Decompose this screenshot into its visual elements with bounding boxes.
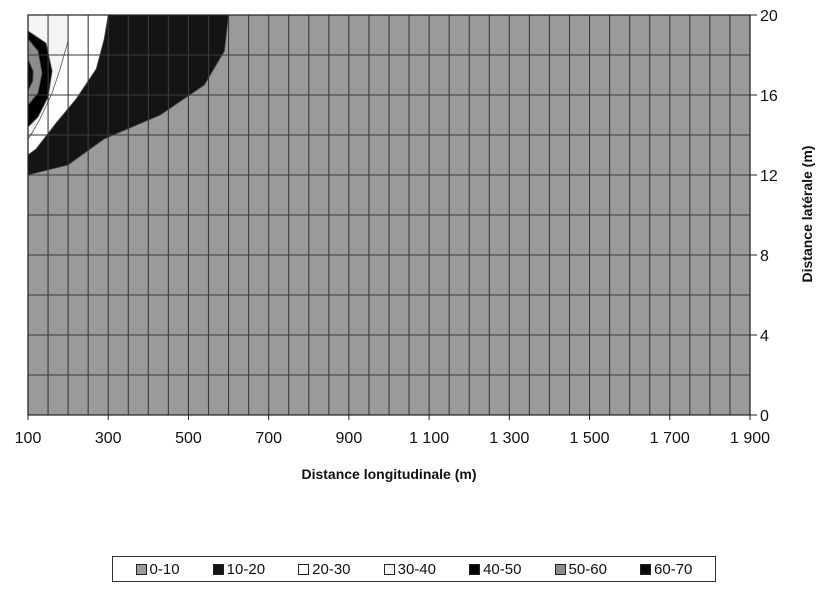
legend-label: 40-50 <box>483 560 522 578</box>
legend-label: 60-70 <box>654 560 693 578</box>
legend-swatch <box>298 563 310 575</box>
x-tick-label: 700 <box>255 430 282 447</box>
legend-item: 40-50 <box>469 561 521 578</box>
legend-item: 50-60 <box>554 560 607 578</box>
x-tick-label: 900 <box>336 430 363 447</box>
x-tick-label: 300 <box>95 430 122 447</box>
legend-swatch <box>212 563 224 575</box>
y-tick-label: 20 <box>760 8 778 25</box>
contour-chart: 100 300 500 700 900 1 100 1 300 1 500 1 700 1 900… <box>15 8 815 482</box>
y-axis-title: Distance latérale (m) <box>799 146 815 283</box>
legend-label: 30-40 <box>397 560 436 578</box>
legend-swatch <box>554 563 566 575</box>
legend-label: 10-20 <box>226 560 266 578</box>
legend-item: 30-40 <box>383 560 436 578</box>
x-tick-label: 500 <box>175 430 202 447</box>
x-tick-label: 1 300 <box>489 430 529 447</box>
legend-label: 0-10 <box>149 560 180 578</box>
y-tick-label: 8 <box>760 248 769 265</box>
legend-swatch <box>640 563 652 575</box>
x-tick-label: 1 900 <box>730 430 770 447</box>
legend-swatch <box>383 563 395 575</box>
axes: 100 300 500 700 900 1 100 1 300 1 500 1 700 1 900… <box>15 8 778 447</box>
legend-swatch <box>135 563 147 575</box>
plot-frame <box>27 14 751 416</box>
x-tick-label: 100 <box>15 430 42 447</box>
legend-label: 20-30 <box>312 560 351 578</box>
legend-label: 50-60 <box>568 560 607 578</box>
x-tick-label: 1 700 <box>650 430 690 447</box>
legend-item: 60-70 <box>640 561 692 578</box>
legend-item: 10-20 <box>212 560 266 578</box>
legend-swatch <box>469 563 481 575</box>
legend: 0-10 10-20 20-30 30-40 40-50 50-60 60-70 <box>112 556 716 582</box>
legend-item: 0-10 <box>135 560 180 578</box>
y-tick-label: 12 <box>760 168 778 185</box>
y-tick-label: 0 <box>760 408 769 425</box>
x-axis-title: Distance longitudinale (m) <box>301 466 476 482</box>
x-tick-label: 1 100 <box>409 430 449 447</box>
y-tick-label: 4 <box>760 328 769 345</box>
legend-item: 20-30 <box>298 560 351 578</box>
y-tick-label: 16 <box>760 88 778 105</box>
x-tick-label: 1 500 <box>570 430 610 447</box>
